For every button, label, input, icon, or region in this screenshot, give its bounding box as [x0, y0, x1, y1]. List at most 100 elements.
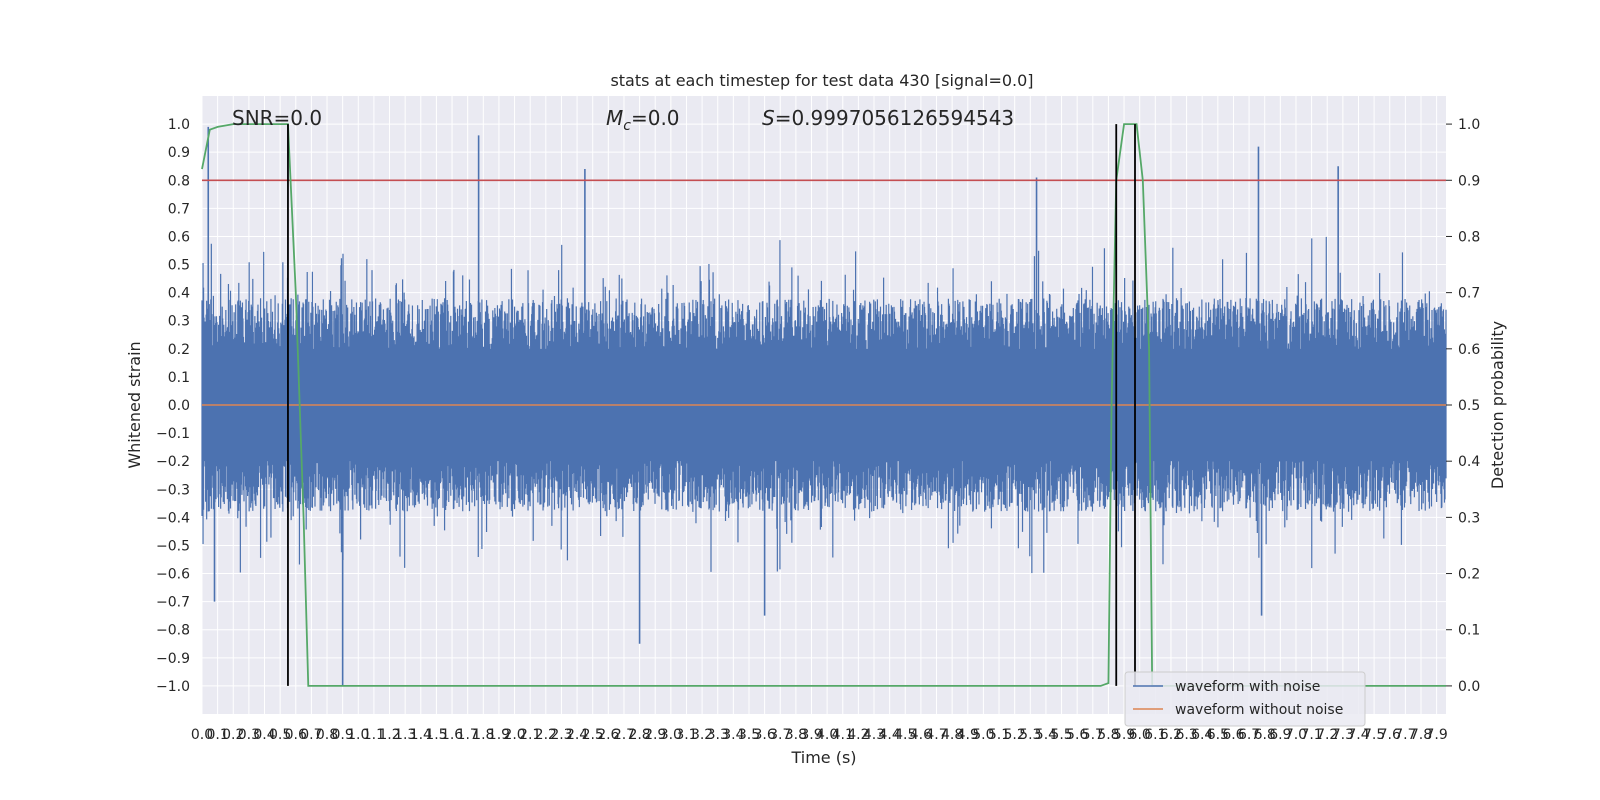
x-tick-label: 1.5	[425, 727, 447, 743]
y2-tick-label: 0.1	[1458, 623, 1480, 639]
y-tick-label: 0.5	[168, 258, 190, 274]
y2-axis-ticks: 1.0 0.9 0.8 0.7 0.6 0.5 0.4 0.3 0.2 0.1 0.0	[1446, 117, 1480, 695]
y-tick-label: 1.0	[168, 117, 190, 133]
x-tick-label: 5.7	[1082, 727, 1104, 743]
y-tick-label: −0.9	[156, 651, 190, 667]
x-tick-label: 5.5	[1050, 727, 1072, 743]
x-tick-label: 0.7	[300, 727, 322, 743]
x-tick-label: 4.2	[847, 727, 869, 743]
x-tick-label: 3.9	[800, 727, 822, 743]
x-tick-label: 1.3	[394, 727, 416, 743]
y-tick-label: 0.9	[168, 145, 190, 161]
y-tick-label: −0.6	[156, 567, 190, 583]
x-tick-label: 1.8	[472, 727, 494, 743]
y-tick-label: −0.7	[156, 595, 190, 611]
x-tick-label: 0.6	[285, 727, 307, 743]
x-tick-label: 1.7	[457, 727, 479, 743]
x-tick-label: 0.5	[269, 727, 291, 743]
x-tick-label: 5.6	[1066, 727, 1088, 743]
chirp-mass-annotation: Mc=0.0	[606, 106, 680, 134]
x-tick-label: 7.3	[1332, 727, 1354, 743]
x-tick-label: 4.3	[863, 727, 885, 743]
plot-area	[201, 96, 1447, 714]
y2-tick-label: 0.0	[1458, 679, 1480, 695]
x-tick-label: 7.9	[1425, 727, 1447, 743]
probability-trace	[201, 123, 1446, 687]
x-tick-label: 3.5	[738, 727, 760, 743]
x-tick-label: 7.4	[1347, 727, 1369, 743]
x-tick-label: 2.9	[644, 727, 666, 743]
x-tick-label: 7.2	[1316, 727, 1338, 743]
x-tick-label: 0.1	[206, 727, 228, 743]
x-tick-label: 4.5	[894, 727, 916, 743]
x-tick-label: 2.0	[503, 727, 525, 743]
chirp-mass-value: =0.0	[631, 106, 680, 130]
x-tick-label: 6.8	[1254, 727, 1276, 743]
statistic-symbol: S	[762, 106, 775, 130]
x-tick-label: 5.3	[1019, 727, 1041, 743]
x-tick-label: 0.2	[222, 727, 244, 743]
x-tick-label: 6.6	[1222, 727, 1244, 743]
x-tick-label: 1.4	[410, 727, 432, 743]
x-tick-label: 6.0	[1129, 727, 1151, 743]
x-tick-label: 4.6	[910, 727, 932, 743]
x-tick-label: 7.7	[1394, 727, 1416, 743]
y-tick-label: 0.6	[168, 229, 190, 245]
x-tick-label: 2.2	[535, 727, 557, 743]
legend: waveform with noise waveform without noi…	[1124, 671, 1366, 727]
y-tick-label: −0.1	[156, 426, 190, 442]
chirp-mass-symbol: M	[606, 106, 623, 130]
y-tick-label: 0.2	[168, 342, 190, 358]
x-tick-label: 6.7	[1238, 727, 1260, 743]
x-tick-label: 7.8	[1410, 727, 1432, 743]
x-tick-label: 1.1	[363, 727, 385, 743]
x-tick-label: 0.4	[253, 727, 275, 743]
x-tick-label: 6.4	[1191, 727, 1213, 743]
x-tick-label: 3.0	[660, 727, 682, 743]
x-tick-label: 0.0	[191, 727, 213, 743]
x-tick-label: 1.6	[441, 727, 463, 743]
y-tick-label: −0.2	[156, 454, 190, 470]
x-tick-label: 3.3	[707, 727, 729, 743]
x-tick-label: 7.1	[1300, 727, 1322, 743]
x-tick-label: 5.1	[988, 727, 1010, 743]
y2-tick-label: 1.0	[1458, 117, 1480, 133]
y-tick-label: −0.3	[156, 482, 190, 498]
y2-tick-label: 0.2	[1458, 567, 1480, 583]
x-tick-label: 2.1	[519, 727, 541, 743]
statistic-value: =0.9997056126594543	[775, 106, 1014, 130]
y2-tick-label: 0.8	[1458, 229, 1480, 245]
y-tick-label: 0.7	[168, 201, 190, 217]
x-tick-label: 6.1	[1144, 727, 1166, 743]
x-tick-label: 3.8	[785, 727, 807, 743]
x-tick-label: 6.3	[1175, 727, 1197, 743]
x-tick-label: 6.2	[1160, 727, 1182, 743]
x-tick-label: 3.4	[722, 727, 744, 743]
y-tick-label: −0.5	[156, 538, 190, 554]
legend-label-clean: waveform without noise	[1175, 702, 1343, 718]
x-tick-label: 3.2	[691, 727, 713, 743]
x-tick-label: 2.8	[628, 727, 650, 743]
x-tick-label: 2.4	[566, 727, 588, 743]
x-tick-label: 2.7	[613, 727, 635, 743]
x-tick-label: 2.3	[550, 727, 572, 743]
x-tick-label: 3.7	[769, 727, 791, 743]
x-tick-label: 2.6	[597, 727, 619, 743]
x-tick-label: 4.4	[879, 727, 901, 743]
y-tick-label: −0.4	[156, 510, 190, 526]
x-tick-label: 4.8	[941, 727, 963, 743]
chirp-mass-subscript: c	[623, 118, 631, 134]
x-tick-label: 0.3	[238, 727, 260, 743]
y2-axis-label: Detection probability	[1488, 321, 1507, 489]
y-tick-label: −0.8	[156, 623, 190, 639]
x-tick-label: 5.0	[972, 727, 994, 743]
x-tick-label: 5.2	[1004, 727, 1026, 743]
x-tick-label: 5.8	[1097, 727, 1119, 743]
series-detection-probability	[201, 123, 1446, 687]
x-axis-label: Time (s)	[790, 748, 856, 767]
y-tick-label: 0.4	[168, 286, 190, 302]
y-tick-label: 0.8	[168, 173, 190, 189]
x-tick-label: 6.5	[1207, 727, 1229, 743]
y-tick-label: 0.1	[168, 370, 190, 386]
